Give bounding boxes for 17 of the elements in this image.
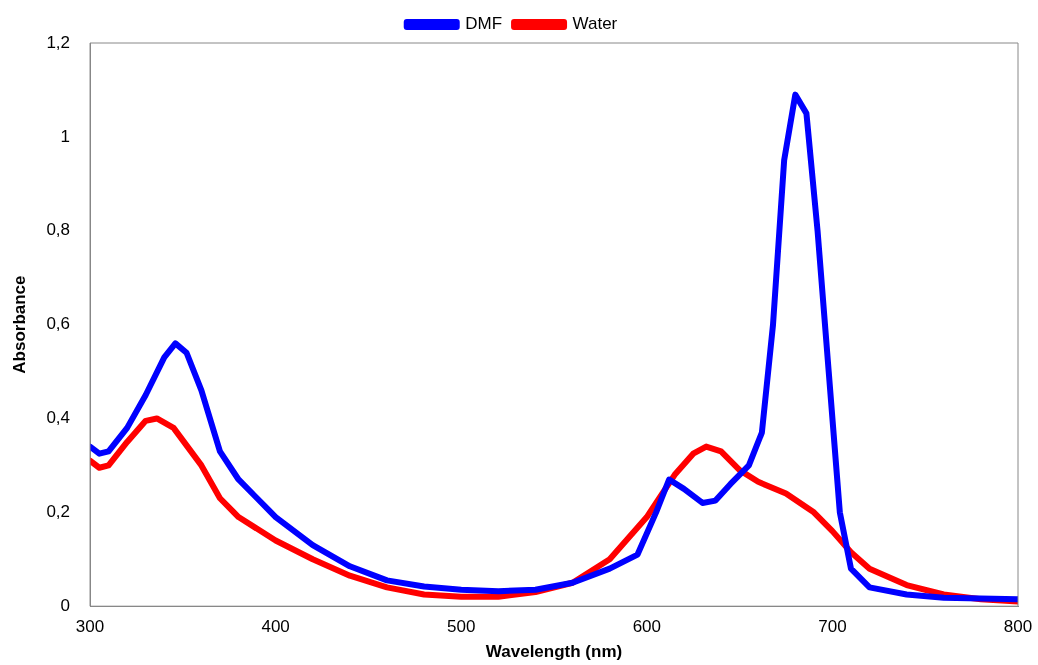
x-axis-title: Wavelength (nm) xyxy=(485,642,623,662)
y-tick-label: 0,2 xyxy=(46,502,71,522)
x-tick-label: 800 xyxy=(1003,617,1033,637)
y-tick-label: 0 xyxy=(60,595,71,615)
y-tick-label: 0,8 xyxy=(46,220,71,240)
x-tick-label: 500 xyxy=(447,617,476,637)
y-tick-label: 0,6 xyxy=(46,314,71,334)
x-tick-label: 400 xyxy=(261,617,290,637)
x-tick-label: 300 xyxy=(75,617,105,637)
y-tick-label: 1 xyxy=(60,126,71,146)
y-tick-label: 1,2 xyxy=(46,32,71,52)
x-tick-label: 600 xyxy=(632,617,661,637)
y-axis-title: Absorbance xyxy=(9,275,29,374)
y-tick-label: 0,4 xyxy=(46,408,71,428)
x-tick-label: 700 xyxy=(818,617,847,637)
legend-label: Water xyxy=(572,14,618,34)
legend-label: DMF xyxy=(465,14,503,34)
